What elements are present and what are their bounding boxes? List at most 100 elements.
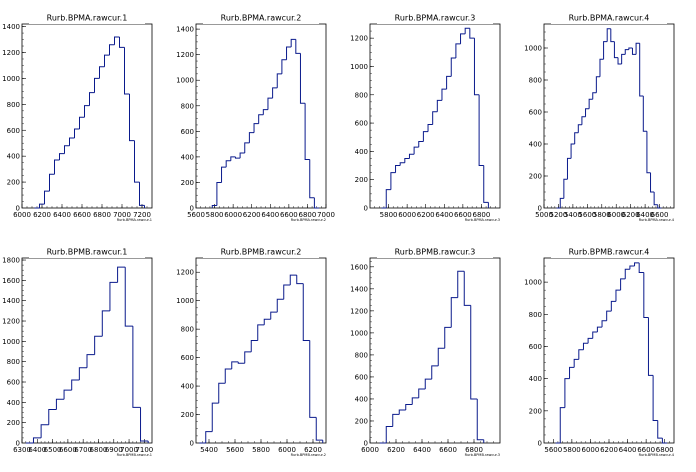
histogram-bin bbox=[617, 57, 622, 65]
histogram-bin bbox=[117, 266, 126, 283]
x-tick-label: 6200 bbox=[600, 446, 618, 454]
plot-frame bbox=[369, 257, 501, 444]
histogram-bin bbox=[231, 361, 239, 369]
histogram-bin bbox=[588, 98, 593, 109]
y-tick-label: 1200 bbox=[176, 51, 194, 59]
histogram-bin bbox=[119, 36, 125, 48]
histogram-panel: Rurb.BPMA.rawcur.1 200 400 600 800 1000 1200 14… bbox=[2, 11, 153, 222]
x-tick-label: 5800 bbox=[593, 211, 611, 219]
plot-title: Rurb.BPMA.rawcur.2 bbox=[221, 14, 302, 23]
y-tick-label: 600 bbox=[7, 379, 20, 387]
histogram-bin bbox=[49, 173, 55, 192]
histogram-bin bbox=[385, 189, 391, 208]
plot-title: Rurb.BPMA.rawcur.1 bbox=[47, 14, 128, 23]
y-tick-label: 1000 bbox=[176, 77, 194, 85]
histogram-bin bbox=[48, 408, 57, 425]
y-tick-label: 1000 bbox=[350, 63, 368, 71]
y-tick-label: 1600 bbox=[350, 263, 368, 271]
histogram-bin bbox=[385, 425, 393, 443]
x-tick-label: 5400 bbox=[564, 211, 582, 219]
histogram-bin bbox=[624, 268, 630, 279]
histogram-bin bbox=[628, 47, 633, 50]
x-tick-label: 5600 bbox=[578, 211, 596, 219]
histogram-bin bbox=[296, 275, 304, 285]
plot-frame bbox=[543, 257, 675, 444]
y-tick-label: 1600 bbox=[2, 277, 20, 285]
histogram-bin bbox=[404, 157, 410, 163]
histogram-bin bbox=[295, 39, 301, 54]
y-tick-label: 200 bbox=[181, 179, 194, 187]
histogram-bin bbox=[55, 398, 65, 410]
x-tick-label: 6200 bbox=[243, 211, 261, 219]
histogram-bin bbox=[639, 43, 644, 97]
histogram-bin bbox=[470, 305, 478, 400]
histogram-bin bbox=[413, 146, 419, 155]
y-tick-label: 1200 bbox=[350, 307, 368, 315]
y-tick-label: 1000 bbox=[176, 297, 194, 305]
plot-title: Rurb.BPMA.rawcur.3 bbox=[395, 14, 476, 23]
histogram-bin bbox=[436, 99, 442, 112]
histogram-bin bbox=[94, 335, 103, 355]
histogram-bin bbox=[595, 76, 600, 93]
y-tick-label: 600 bbox=[181, 354, 194, 362]
x-tick-label: 6400 bbox=[636, 211, 654, 219]
title-box bbox=[551, 245, 667, 258]
histogram-bin bbox=[398, 409, 406, 415]
y-tick-label: 800 bbox=[355, 351, 368, 359]
title-box bbox=[203, 245, 319, 258]
histogram-bin bbox=[71, 379, 80, 391]
histogram-bin bbox=[239, 152, 245, 159]
x-axis-label: Rurb.BPMB.rawcur.3 bbox=[465, 453, 500, 457]
histogram-bin bbox=[276, 73, 282, 88]
x-tick-label: 6400 bbox=[28, 446, 46, 454]
histogram-panel: Rurb.BPMA.rawcur.3 200 400 600 800 1000 1200 0 5… bbox=[350, 11, 501, 222]
histogram-bin bbox=[599, 58, 604, 77]
y-tick-label: 400 bbox=[181, 153, 194, 161]
y-tick-label: 1000 bbox=[2, 338, 20, 346]
y-tick-label: 1400 bbox=[2, 23, 20, 31]
x-tick-label: 6000 bbox=[398, 211, 416, 219]
x-tick-label: 5800 bbox=[252, 446, 270, 454]
histogram-bin bbox=[392, 413, 400, 427]
x-tick-label: 7000 bbox=[113, 211, 131, 219]
histogram-bin bbox=[603, 41, 608, 60]
histogram-bin bbox=[124, 47, 130, 95]
histogram-bin bbox=[631, 48, 637, 55]
plot-frame bbox=[195, 257, 327, 444]
histogram-bin bbox=[395, 165, 401, 173]
histogram-bin bbox=[205, 431, 213, 443]
histogram-bin bbox=[652, 375, 658, 421]
histogram-bin bbox=[657, 204, 662, 209]
x-tick-label: 6000 bbox=[607, 211, 625, 219]
y-tick-label: 200 bbox=[181, 411, 194, 419]
histogram-bin bbox=[234, 156, 241, 159]
histogram-bin bbox=[54, 159, 60, 175]
y-tick-label: 400 bbox=[529, 375, 542, 383]
histogram-bin bbox=[281, 59, 287, 74]
x-tick-label: 6000 bbox=[224, 211, 242, 219]
histogram-bin bbox=[408, 153, 415, 159]
y-tick-label: 400 bbox=[181, 383, 194, 391]
histogram-bin bbox=[244, 142, 250, 154]
histogram-bin bbox=[621, 53, 626, 64]
histogram-bin bbox=[566, 157, 572, 180]
histogram-bin bbox=[64, 145, 70, 154]
x-tick-label: 6000 bbox=[13, 211, 31, 219]
x-tick-label: 6600 bbox=[59, 446, 77, 454]
histogram-bin bbox=[399, 162, 405, 166]
title-box bbox=[203, 11, 319, 24]
histogram-bin bbox=[101, 310, 110, 337]
x-axis-label: Rurb.BPMA.rawcur.1 bbox=[117, 218, 152, 222]
x-tick-label: 6000 bbox=[582, 446, 600, 454]
x-tick-label: 5200 bbox=[550, 211, 568, 219]
x-tick-label: 6200 bbox=[622, 211, 640, 219]
y-tick-label: 800 bbox=[7, 101, 20, 109]
x-tick-label: 5800 bbox=[206, 211, 224, 219]
histogram-bin bbox=[258, 114, 264, 124]
x-tick-label: 6800 bbox=[656, 446, 674, 454]
title-box bbox=[377, 245, 493, 258]
histogram-bin bbox=[39, 203, 45, 208]
y-tick-label: 600 bbox=[181, 128, 194, 136]
histogram-bin bbox=[89, 92, 95, 106]
y-tick-label: 200 bbox=[7, 419, 20, 427]
